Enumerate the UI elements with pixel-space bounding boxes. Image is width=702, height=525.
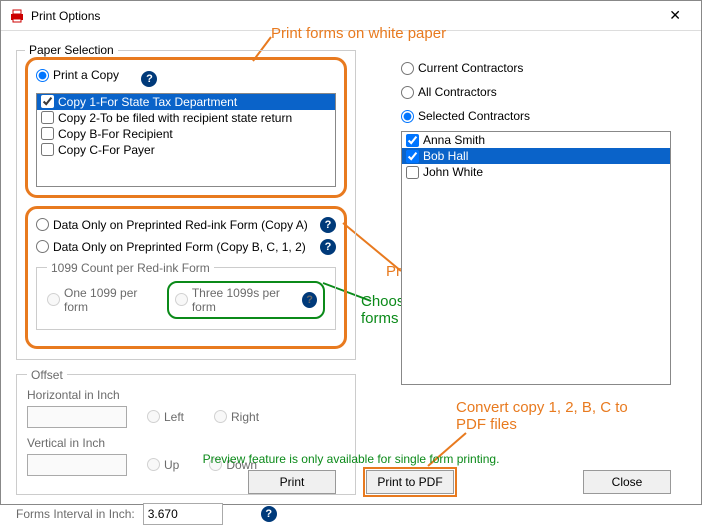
selected-contractors-radio[interactable] bbox=[401, 110, 414, 123]
three-per-form-label[interactable]: Three 1099s per form bbox=[175, 286, 298, 314]
offset-horizontal-label: Horizontal in Inch bbox=[27, 388, 345, 402]
offset-right-label[interactable]: Right bbox=[214, 410, 259, 424]
data-preprinted-radio-label[interactable]: Data Only on Preprinted Form (Copy B, C,… bbox=[36, 240, 306, 254]
help-icon[interactable]: ? bbox=[320, 217, 336, 233]
window-title: Print Options bbox=[31, 9, 657, 23]
help-icon[interactable]: ? bbox=[261, 506, 277, 522]
offset-right-radio[interactable] bbox=[214, 410, 227, 423]
copy-row[interactable]: Copy C-For Payer bbox=[37, 142, 335, 158]
offset-legend: Offset bbox=[27, 368, 67, 382]
all-contractors-label[interactable]: All Contractors bbox=[401, 85, 671, 99]
preprinted-group: Data Only on Preprinted Red-ink Form (Co… bbox=[25, 206, 347, 349]
selected-contractors-label[interactable]: Selected Contractors bbox=[401, 109, 671, 123]
print-button[interactable]: Print bbox=[248, 470, 336, 494]
paper-selection-fieldset: Paper Selection Print a Copy ? Copy 1-Fo… bbox=[16, 43, 356, 360]
current-contractors-label[interactable]: Current Contractors bbox=[401, 61, 671, 75]
help-icon[interactable]: ? bbox=[302, 292, 317, 308]
one-per-form-radio[interactable] bbox=[47, 293, 60, 306]
copy-checkbox[interactable] bbox=[41, 95, 54, 108]
copy-row[interactable]: Copy 2-To be filed with recipient state … bbox=[37, 110, 335, 126]
copy-checkbox[interactable] bbox=[41, 111, 54, 124]
three-per-form-radio[interactable] bbox=[175, 293, 188, 306]
print-copy-group: Print a Copy ? Copy 1-For State Tax Depa… bbox=[25, 57, 347, 198]
bottom-buttons: Print Print to PDF Close bbox=[1, 470, 701, 494]
forms-interval-input[interactable] bbox=[143, 503, 223, 525]
help-icon[interactable]: ? bbox=[141, 71, 157, 87]
preview-note: Preview feature is only available for si… bbox=[1, 452, 701, 466]
printer-icon bbox=[9, 8, 25, 24]
count-legend: 1099 Count per Red-ink Form bbox=[47, 261, 214, 275]
offset-left-radio[interactable] bbox=[147, 410, 160, 423]
close-icon[interactable]: ✕ bbox=[657, 3, 693, 28]
contractor-checkbox[interactable] bbox=[406, 150, 419, 163]
one-per-form-label[interactable]: One 1099 per form bbox=[47, 286, 157, 314]
copy-checkbox[interactable] bbox=[41, 127, 54, 140]
dialog-content: Print forms on white paper Print data on… bbox=[1, 31, 701, 504]
copies-list[interactable]: Copy 1-For State Tax Department Copy 2-T… bbox=[36, 93, 336, 187]
data-preprinted-radio[interactable] bbox=[36, 240, 49, 253]
right-column: Current Contractors All Contractors Sele… bbox=[401, 61, 671, 385]
contractor-row[interactable]: John White bbox=[402, 164, 670, 180]
print-to-pdf-button[interactable]: Print to PDF bbox=[366, 470, 454, 494]
offset-vertical-label: Vertical in Inch bbox=[27, 436, 345, 450]
close-button[interactable]: Close bbox=[583, 470, 671, 494]
contractor-checkbox[interactable] bbox=[406, 134, 419, 147]
data-redink-radio-label[interactable]: Data Only on Preprinted Red-ink Form (Co… bbox=[36, 218, 308, 232]
all-contractors-radio[interactable] bbox=[401, 86, 414, 99]
print-copy-radio[interactable] bbox=[36, 69, 49, 82]
copy-row[interactable]: Copy B-For Recipient bbox=[37, 126, 335, 142]
forms-interval-label: Forms Interval in Inch: bbox=[16, 507, 135, 521]
print-copy-radio-label[interactable]: Print a Copy bbox=[36, 68, 119, 82]
annotation-pdf: Convert copy 1, 2, B, C to PDF files bbox=[456, 399, 646, 433]
offset-horizontal-input[interactable] bbox=[27, 406, 127, 428]
paper-selection-legend: Paper Selection bbox=[25, 43, 118, 57]
contractor-checkbox[interactable] bbox=[406, 166, 419, 179]
help-icon[interactable]: ? bbox=[320, 239, 336, 255]
copy-checkbox[interactable] bbox=[41, 143, 54, 156]
count-per-form-fieldset: 1099 Count per Red-ink Form One 1099 per… bbox=[36, 261, 336, 330]
forms-interval-row: Forms Interval in Inch: ? bbox=[16, 503, 356, 525]
titlebar: Print Options ✕ bbox=[1, 1, 701, 31]
data-redink-radio[interactable] bbox=[36, 218, 49, 231]
contractor-list[interactable]: Anna Smith Bob Hall John White bbox=[401, 131, 671, 385]
offset-left-label[interactable]: Left bbox=[147, 410, 184, 424]
contractor-row[interactable]: Anna Smith bbox=[402, 132, 670, 148]
contractor-row[interactable]: Bob Hall bbox=[402, 148, 670, 164]
three-per-form-highlight: Three 1099s per form ? bbox=[167, 281, 325, 319]
current-contractors-radio[interactable] bbox=[401, 62, 414, 75]
copy-row[interactable]: Copy 1-For State Tax Department bbox=[37, 94, 335, 110]
